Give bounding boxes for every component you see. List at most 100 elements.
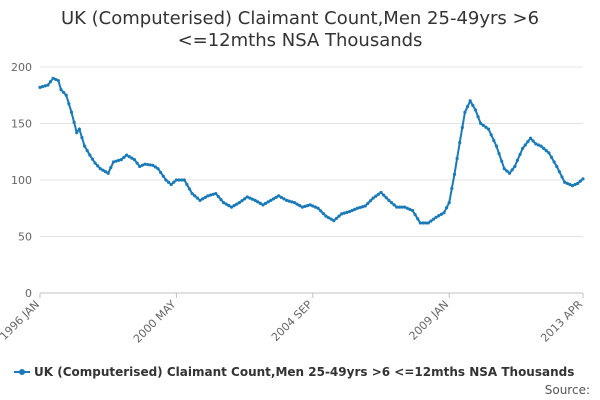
data-point[interactable] — [256, 200, 260, 204]
data-point[interactable] — [51, 76, 55, 80]
data-point[interactable] — [274, 195, 278, 199]
data-point[interactable] — [471, 103, 475, 108]
data-point[interactable] — [379, 190, 383, 195]
data-point[interactable] — [245, 195, 249, 199]
data-point[interactable] — [90, 157, 95, 161]
data-point[interactable] — [578, 179, 582, 183]
data-point[interactable] — [232, 204, 236, 208]
data-point[interactable] — [38, 85, 42, 89]
data-point[interactable] — [502, 167, 506, 171]
data-point[interactable] — [526, 139, 530, 144]
data-point[interactable] — [174, 178, 179, 182]
data-point[interactable] — [429, 219, 433, 223]
data-point[interactable] — [248, 196, 252, 200]
data-point[interactable] — [481, 123, 485, 127]
data-point[interactable] — [109, 165, 113, 170]
data-point[interactable] — [576, 181, 580, 185]
data-point[interactable] — [201, 197, 205, 201]
data-point[interactable] — [82, 144, 87, 148]
data-point[interactable] — [366, 201, 370, 205]
data-point[interactable] — [237, 201, 241, 205]
data-point[interactable] — [124, 153, 129, 157]
data-point[interactable] — [54, 77, 58, 82]
data-point[interactable] — [277, 194, 281, 198]
data-point[interactable] — [88, 153, 92, 157]
data-point[interactable] — [224, 202, 228, 206]
data-point[interactable] — [132, 158, 137, 162]
data-point[interactable] — [329, 217, 333, 221]
data-point[interactable] — [261, 203, 265, 207]
data-point[interactable] — [363, 204, 367, 208]
data-point[interactable] — [455, 156, 459, 161]
data-point[interactable] — [195, 196, 199, 200]
data-point[interactable] — [187, 187, 192, 191]
data-point[interactable] — [361, 205, 365, 209]
data-point[interactable] — [358, 205, 362, 210]
data-point[interactable] — [424, 221, 428, 225]
data-point[interactable] — [185, 182, 189, 187]
data-point[interactable] — [64, 93, 68, 97]
data-point[interactable] — [403, 205, 407, 209]
data-point[interactable] — [253, 198, 257, 202]
data-point[interactable] — [305, 204, 310, 208]
data-point[interactable] — [166, 180, 171, 184]
data-point[interactable] — [439, 212, 443, 216]
data-point[interactable] — [211, 192, 215, 196]
data-point[interactable] — [534, 142, 538, 146]
data-point[interactable] — [321, 211, 325, 216]
data-point[interactable] — [103, 170, 108, 174]
data-point[interactable] — [410, 208, 415, 213]
data-point[interactable] — [266, 200, 270, 204]
data-point[interactable] — [355, 206, 360, 210]
data-point[interactable] — [500, 159, 504, 163]
data-point[interactable] — [298, 204, 302, 208]
data-point[interactable] — [374, 194, 378, 198]
data-point[interactable] — [145, 162, 150, 167]
data-point[interactable] — [193, 194, 197, 198]
data-point[interactable] — [206, 194, 210, 198]
data-point[interactable] — [560, 175, 564, 179]
data-point[interactable] — [324, 214, 328, 218]
data-point[interactable] — [214, 191, 218, 196]
data-point[interactable] — [69, 110, 74, 114]
data-point[interactable] — [75, 130, 79, 135]
data-point[interactable] — [111, 160, 116, 164]
data-point[interactable] — [235, 202, 239, 206]
data-point[interactable] — [332, 219, 336, 223]
data-point[interactable] — [122, 155, 126, 159]
data-point[interactable] — [240, 199, 244, 203]
data-point[interactable] — [515, 158, 520, 163]
data-point[interactable] — [219, 197, 223, 202]
data-point[interactable] — [447, 201, 451, 205]
data-point[interactable] — [405, 206, 409, 210]
data-point[interactable] — [229, 205, 234, 209]
data-point[interactable] — [284, 198, 289, 202]
data-point[interactable] — [452, 172, 457, 176]
data-point[interactable] — [458, 141, 462, 145]
data-point[interactable] — [300, 205, 304, 209]
data-point[interactable] — [431, 217, 436, 221]
data-point[interactable] — [311, 204, 315, 208]
data-point[interactable] — [340, 212, 344, 216]
data-point[interactable] — [536, 143, 541, 147]
data-point[interactable] — [484, 125, 488, 129]
data-point[interactable] — [549, 155, 554, 159]
data-point[interactable] — [544, 149, 548, 153]
data-point[interactable] — [292, 201, 297, 205]
data-point[interactable] — [421, 221, 425, 225]
data-point[interactable] — [130, 156, 134, 160]
data-point[interactable] — [568, 182, 572, 187]
data-point[interactable] — [437, 214, 441, 218]
data-point[interactable] — [140, 163, 144, 167]
data-point[interactable] — [463, 110, 467, 114]
data-point[interactable] — [290, 200, 294, 204]
data-point[interactable] — [56, 78, 60, 83]
data-point[interactable] — [313, 205, 318, 209]
data-point[interactable] — [460, 125, 464, 130]
data-point[interactable] — [271, 197, 276, 201]
data-point[interactable] — [114, 159, 118, 163]
data-point[interactable] — [93, 161, 97, 165]
data-point[interactable] — [473, 108, 478, 112]
data-point[interactable] — [151, 163, 155, 167]
data-point[interactable] — [143, 162, 147, 166]
